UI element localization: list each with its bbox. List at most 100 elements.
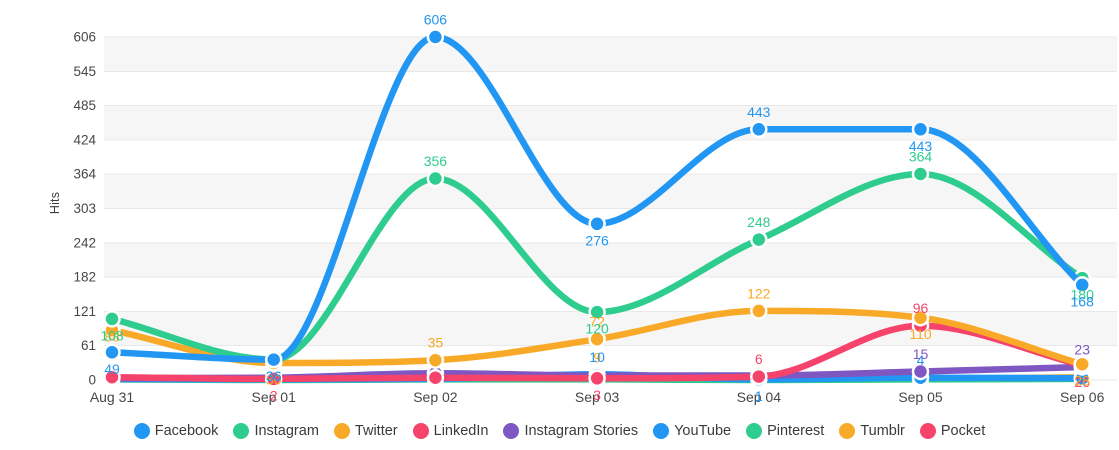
data-point-twitter-3[interactable] (588, 330, 606, 348)
data-point-facebook-6[interactable] (1073, 276, 1091, 294)
legend-swatch-youtube (653, 423, 670, 439)
data-point-facebook-2[interactable] (426, 28, 445, 46)
y-axis-title: Hits (48, 191, 63, 215)
data-point-linkedin-2[interactable] (426, 368, 445, 387)
y-tick-label: 182 (73, 270, 96, 285)
legend-swatch-twitter (333, 423, 350, 439)
legend-swatch-facebook (133, 423, 150, 439)
data-label-youtube-5: 4 (917, 352, 925, 368)
data-label-youtube-3: 10 (589, 349, 605, 365)
legend-label: YouTube (674, 423, 732, 439)
legend-item-pinterest[interactable]: Pinterest (746, 423, 824, 439)
data-label-instagram-stories-5: 15 (913, 346, 929, 362)
data-point-twitter-6[interactable] (1073, 355, 1091, 373)
data-point-instagram-stories-5[interactable] (911, 362, 930, 381)
legend-label: Pocket (940, 423, 986, 439)
y-tick-label: 61 (81, 338, 96, 353)
legend-item-twitter[interactable]: Twitter (333, 423, 398, 439)
data-label-twitter-4: 122 (747, 285, 771, 301)
data-label-linkedin-6: 26 (1074, 374, 1090, 390)
data-point-instagram-2[interactable] (426, 169, 445, 188)
x-tick-label: Sep 01 (252, 389, 297, 405)
data-label-facebook-2: 606 (424, 12, 448, 28)
x-tick-label: Sep 04 (737, 389, 782, 405)
x-tick-label: Sep 05 (898, 389, 943, 405)
legend-label: Twitter (354, 423, 398, 439)
legend-label: Instagram Stories (524, 423, 639, 439)
data-label-twitter-6: 28 (1074, 373, 1090, 389)
legend-swatch-instagram (233, 423, 250, 439)
data-point-twitter-5[interactable] (911, 308, 930, 327)
data-label-facebook-6: 168 (1071, 293, 1095, 309)
data-point-twitter-4[interactable] (750, 302, 768, 320)
grid-band (104, 105, 1117, 140)
legend: Facebook Instagram Twitter LinkedIn Instagra… (0, 418, 1119, 444)
y-tick-label: 424 (73, 133, 96, 148)
legend-swatch-pocket (919, 423, 936, 439)
data-label-facebook-3: 276 (585, 232, 609, 248)
legend-label: Instagram (254, 423, 319, 439)
x-tick-label: Sep 06 (1060, 389, 1105, 405)
x-tick-label: Sep 02 (413, 389, 458, 405)
data-point-linkedin-4[interactable] (750, 367, 768, 386)
data-label-twitter-2: 35 (428, 335, 444, 351)
data-point-facebook-4[interactable] (750, 120, 768, 139)
y-tick-label: 606 (73, 30, 96, 45)
y-tick-label: 545 (73, 64, 96, 79)
data-label-instagram-3: 120 (585, 321, 609, 337)
x-tick-label: Sep 03 (575, 389, 620, 405)
legend-item-instagram-stories[interactable]: Instagram Stories (503, 423, 638, 439)
data-point-facebook-0[interactable] (103, 343, 121, 362)
data-point-linkedin-0[interactable] (103, 368, 121, 386)
legend-item-instagram[interactable]: Instagram (233, 423, 319, 439)
data-point-linkedin-3[interactable] (588, 369, 606, 388)
data-label-instagram-4: 248 (747, 214, 771, 230)
data-label-instagram-0: 108 (100, 327, 124, 343)
y-tick-label: 0 (88, 373, 96, 388)
data-label-facebook-5: 443 (909, 138, 933, 154)
data-point-twitter-2[interactable] (426, 351, 445, 369)
data-label-twitter-3: 72 (589, 314, 605, 330)
data-label-tumblr-3: 9 (593, 349, 601, 365)
data-label-twitter-0: 88 (104, 329, 120, 345)
data-point-facebook-5[interactable] (911, 120, 930, 139)
data-label-linkedin-3: 3 (593, 387, 601, 403)
y-tick-label: 242 (73, 236, 96, 251)
data-point-facebook-3[interactable] (588, 215, 606, 233)
y-tick-label: 303 (73, 201, 96, 216)
legend-item-pocket[interactable]: Pocket (919, 423, 986, 439)
legend-label: Facebook (154, 423, 219, 439)
legend-item-facebook[interactable]: Facebook (133, 423, 219, 439)
data-label-facebook-1: 36 (266, 368, 282, 384)
legend-item-youtube[interactable]: YouTube (653, 423, 731, 439)
data-label-linkedin-1: 2 (270, 387, 278, 403)
y-tick-label: 364 (73, 167, 96, 182)
legend-label: Tumblr (860, 423, 905, 439)
data-point-instagram-5[interactable] (911, 165, 930, 183)
data-label-instagram-5: 364 (909, 149, 933, 165)
data-point-instagram-0[interactable] (103, 310, 121, 328)
grid-band (104, 243, 1117, 277)
data-label-twitter-5: 110 (909, 326, 932, 342)
grid-band (104, 37, 1117, 72)
data-label-instagram-2: 356 (424, 153, 448, 169)
data-label-instagram-6: 180 (1071, 287, 1095, 303)
legend-swatch-instagram-stories (503, 423, 520, 439)
data-label-youtube-4: 1 (755, 388, 763, 404)
legend-label: Pinterest (767, 423, 825, 439)
legend-swatch-pinterest (746, 423, 763, 439)
y-tick-label: 121 (73, 304, 96, 319)
legend-item-tumblr[interactable]: Tumblr (839, 423, 905, 439)
legend-item-linkedin[interactable]: LinkedIn (412, 423, 488, 439)
data-point-instagram-4[interactable] (750, 230, 768, 249)
data-point-instagram-3[interactable] (588, 303, 606, 321)
legend-swatch-linkedin (412, 423, 429, 439)
legend-swatch-tumblr (839, 423, 856, 439)
data-label-twitter-1: 30 (266, 372, 282, 388)
data-label-linkedin-4: 6 (755, 351, 763, 367)
data-point-facebook-1[interactable] (264, 350, 283, 369)
data-label-facebook-4: 443 (747, 104, 771, 120)
data-label-linkedin-5: 96 (913, 300, 929, 316)
